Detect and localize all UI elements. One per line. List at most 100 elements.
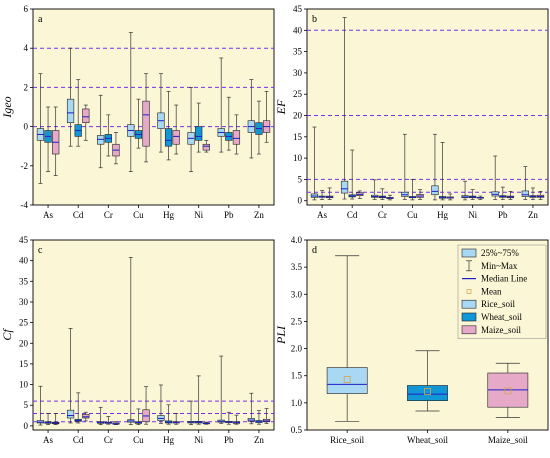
x-tick-label: Cd (347, 210, 358, 220)
box-Cd-Wheat_soil (74, 79, 82, 147)
panel-letter: a (38, 14, 43, 25)
box-Pb-Rice_soil (217, 57, 225, 153)
x-tick-label: Cu (133, 210, 144, 220)
y-tick-label: 20 (293, 111, 303, 121)
box-Cu-Maize_soil (416, 189, 424, 200)
box-Hg-Rice_soil (431, 133, 439, 201)
y-tick-label: 0.5 (291, 425, 303, 435)
legend-item: 25%~75% (461, 248, 519, 258)
box-Ni-Wheat_soil (469, 189, 477, 200)
x-tick-label: Hg (437, 210, 448, 220)
box-As-Rice_soil (36, 385, 45, 426)
box-Zn-Wheat_soil (255, 100, 263, 155)
iqr-box (340, 180, 349, 194)
panel-c-plot-area (33, 256, 274, 426)
iqr-box (82, 108, 90, 123)
box-Cd-Wheat_soil (74, 392, 82, 424)
box-Cd-Wheat_soil (348, 149, 356, 200)
box-Hg-Maize_soil (172, 104, 180, 155)
box-Zn-Rice_soil (247, 79, 255, 159)
iqr-box (82, 414, 90, 419)
box-Zn-Rice_soil (521, 166, 529, 200)
iqr-box (164, 128, 173, 147)
box-Pb-Rice_soil (491, 155, 499, 200)
box-Zn-Wheat_soil (529, 187, 537, 200)
y-axis-title: PLI (274, 325, 288, 345)
x-tick-label: Ni (194, 210, 203, 220)
y-tick-label: 40 (19, 256, 29, 266)
mean-marker (424, 388, 431, 395)
box-Ni-Rice_soil (187, 400, 195, 425)
box-Zn-Rice_soil (247, 392, 255, 425)
legend-label: 25%~75% (481, 248, 519, 258)
y-tick-label: 3.0 (291, 289, 303, 299)
box-Cu-Wheat_soil (134, 98, 143, 149)
x-tick-label: Zn (254, 435, 264, 445)
y-tick-label: 2.5 (291, 316, 303, 326)
y-tick-label: 40 (293, 25, 303, 35)
y-tick-label: 15 (293, 132, 303, 142)
y-tick-label: 1.0 (291, 398, 303, 408)
box-As-Wheat_soil (44, 106, 52, 173)
box-Hg-Wheat_soil (164, 404, 173, 425)
y-tick-label: 4.0 (291, 235, 303, 245)
y-axis-title: Igeo (0, 96, 14, 118)
box-Pb-Rice_soil (217, 355, 225, 424)
x-tick-label: As (43, 435, 53, 445)
iqr-box (172, 130, 180, 145)
box-Zn-Maize_soil (536, 191, 545, 200)
iqr-box (326, 367, 368, 394)
box-Hg-Rice_soil (157, 384, 165, 424)
y-tick-label: 25 (293, 89, 303, 99)
x-tick-label: Maize_soil (488, 435, 528, 445)
iqr-box (66, 409, 75, 419)
y-tick-label: 3.5 (291, 262, 303, 272)
box-As-Wheat_soil (318, 190, 326, 200)
box-Cr-Rice_soil (371, 179, 379, 200)
y-tick-label: 0 (298, 196, 303, 206)
iqr-box (195, 126, 203, 141)
box-Cu-Maize_soil (142, 386, 150, 425)
iqr-box (232, 130, 241, 145)
box-As-Maize_soil (52, 106, 60, 176)
box-Cr-Maize_soil (112, 421, 120, 425)
x-tick-label: Pb (224, 435, 234, 445)
y-tick-label: 5 (298, 174, 303, 184)
panel-letter: c (38, 245, 43, 256)
legend-item: Rice_soil (461, 299, 515, 309)
y-tick-label: 35 (19, 276, 29, 286)
box-Cd-Rice_soil (66, 47, 75, 147)
box-Ni-Rice_soil (187, 87, 195, 173)
box-Cr-Wheat_soil (104, 416, 112, 425)
box-Cu-Wheat_soil (134, 408, 143, 425)
box-Cr-Wheat_soil (104, 114, 112, 157)
legend-item: Maize_soil (461, 325, 521, 335)
x-tick-label: Cr (104, 210, 113, 220)
box-Pb-Wheat_soil (225, 411, 233, 425)
box-Pb-Wheat_soil (499, 186, 507, 200)
box-Wheat_soil (407, 350, 448, 412)
legend: 25%~75% Min~Max Median Line Mean Rice_soil Wh… (457, 244, 547, 339)
x-tick-label: Cr (378, 210, 387, 220)
x-tick-label: Cu (407, 210, 418, 220)
panel-letter: d (312, 245, 317, 256)
legend-label: Min~Max (481, 261, 518, 271)
y-tick-label: 45 (19, 235, 29, 245)
x-tick-label: Zn (528, 210, 538, 220)
box-Cu-Rice_soil (127, 32, 135, 173)
y-tick-label: 5 (24, 400, 29, 410)
y-tick-label: 30 (293, 68, 303, 78)
box-Cd-Maize_soil (356, 190, 364, 199)
box-Ni-Maize_soil (202, 421, 210, 425)
x-tick-label: Zn (254, 210, 264, 220)
legend-item: Mean (466, 286, 502, 296)
panel-b: 0 5 10 15 20 25 30 35 40 45 EF b As Cd Cr Cu Hg Ni Pb Zn (274, 4, 549, 220)
x-tick-label: Cr (104, 435, 113, 445)
box-Ni-Wheat_soil (195, 375, 203, 425)
y-tick-label: 4 (24, 43, 29, 53)
box-Ni-Wheat_soil (195, 102, 203, 153)
x-tick-label: Pb (224, 210, 234, 220)
legend-item: Min~Max (466, 260, 518, 272)
box-Cd-Maize_soil (82, 411, 90, 422)
panel-b-plot-area (307, 17, 548, 201)
